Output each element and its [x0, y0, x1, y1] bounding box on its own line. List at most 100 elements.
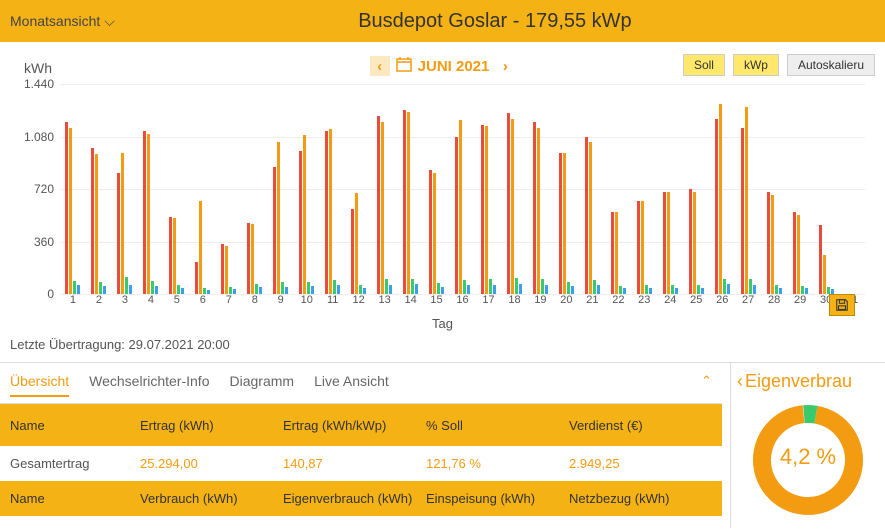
x-tick: 29: [787, 294, 813, 314]
day-group: [294, 84, 320, 294]
day-group: [242, 84, 268, 294]
day-group: [631, 84, 657, 294]
chart-container: 03607201.0801.440 1234567891011121314151…: [10, 84, 875, 314]
day-group: [398, 84, 424, 294]
x-tick: 6: [190, 294, 216, 314]
day-group: [553, 84, 579, 294]
x-tick: 22: [605, 294, 631, 314]
table1-header: Name Ertrag (kWh) Ertrag (kWh/kWp) % Sol…: [0, 404, 722, 446]
day-group: [657, 84, 683, 294]
day-group: [839, 84, 865, 294]
header-bar: Monatsansicht ⌵ Busdepot Goslar - 179,55…: [0, 0, 885, 42]
day-group: [787, 84, 813, 294]
x-tick: 19: [527, 294, 553, 314]
day-group: [501, 84, 527, 294]
day-group: [60, 84, 86, 294]
day-group: [709, 84, 735, 294]
day-group: [579, 84, 605, 294]
th-verdienst: Verdienst (€): [569, 418, 712, 433]
save-chart-button[interactable]: [829, 294, 855, 316]
autoscale-button[interactable]: Autoskalieru: [787, 54, 875, 76]
table1-row: Gesamtertrag 25.294,00 140,87 121,76 % 2…: [0, 446, 722, 481]
th2-name: Name: [10, 491, 140, 506]
x-tick: 1: [60, 294, 86, 314]
eigenverbrauch-title: ‹ Eigenverbrau: [737, 371, 879, 392]
view-label: Monatsansicht: [10, 13, 100, 29]
val-verdienst: 2.949,25: [569, 456, 712, 471]
chart-area: kWh ‹ JUNI 2021 › Soll kWp Autoskalieru …: [0, 42, 885, 333]
day-group: [112, 84, 138, 294]
table2-header: Name Verbrauch (kWh) Eigenverbrauch (kWh…: [0, 481, 722, 516]
th2-verbrauch: Verbrauch (kWh): [140, 491, 283, 506]
val-ertrag-kwp: 140,87: [283, 456, 426, 471]
tabs: Übersicht Wechselrichter-Info Diagramm L…: [0, 363, 722, 404]
tab-overview[interactable]: Übersicht: [10, 373, 69, 397]
donut-chart: 4,2 %: [748, 400, 868, 520]
x-tick: 27: [735, 294, 761, 314]
x-axis: 1234567891011121314151617181920212223242…: [60, 294, 865, 314]
chevron-left-icon[interactable]: ‹: [737, 371, 743, 392]
day-group: [424, 84, 450, 294]
day-group: [372, 84, 398, 294]
th-soll: % Soll: [426, 418, 569, 433]
day-group: [735, 84, 761, 294]
y-tick: 1.080: [24, 130, 54, 144]
th-name: Name: [10, 418, 140, 433]
next-month-button[interactable]: ›: [495, 56, 515, 76]
x-tick: 11: [320, 294, 346, 314]
bottom-area: Übersicht Wechselrichter-Info Diagramm L…: [0, 362, 885, 528]
th2-einspeisung: Einspeisung (kWh): [426, 491, 569, 506]
day-group: [476, 84, 502, 294]
x-tick: 13: [372, 294, 398, 314]
soll-button[interactable]: Soll: [683, 54, 725, 76]
tab-diagram[interactable]: Diagramm: [229, 373, 294, 397]
chart-header: kWh ‹ JUNI 2021 › Soll kWp Autoskalieru: [10, 52, 875, 80]
last-update: Letzte Übertragung: 29.07.2021 20:00: [0, 333, 885, 356]
x-tick: 15: [424, 294, 450, 314]
chart-bars: [60, 84, 865, 294]
day-group: [216, 84, 242, 294]
day-group: [320, 84, 346, 294]
th2-eigen: Eigenverbrauch (kWh): [283, 491, 426, 506]
day-group: [86, 84, 112, 294]
x-tick: 2: [86, 294, 112, 314]
val-soll: 121,76 %: [426, 456, 569, 471]
chevron-down-icon: ⌵: [104, 13, 115, 30]
day-group: [761, 84, 787, 294]
day-group: [190, 84, 216, 294]
prev-month-button[interactable]: ‹: [370, 56, 390, 76]
x-tick: 8: [242, 294, 268, 314]
row-label: Gesamtertrag: [10, 456, 140, 471]
day-group: [813, 84, 839, 294]
day-group: [527, 84, 553, 294]
day-group: [346, 84, 372, 294]
x-tick: 9: [268, 294, 294, 314]
right-panel: ‹ Eigenverbrau 4,2 %: [730, 363, 885, 528]
left-panel: Übersicht Wechselrichter-Info Diagramm L…: [0, 363, 722, 528]
collapse-button[interactable]: ⌃: [701, 373, 712, 389]
y-tick: 1.440: [24, 77, 54, 91]
chart-buttons: Soll kWp Autoskalieru: [683, 54, 875, 76]
right-title-text: Eigenverbrau: [745, 371, 852, 392]
x-tick: 17: [476, 294, 502, 314]
x-tick: 28: [761, 294, 787, 314]
day-group: [683, 84, 709, 294]
x-axis-label: Tag: [10, 316, 875, 331]
kwp-button[interactable]: kWp: [733, 54, 779, 76]
tab-live[interactable]: Live Ansicht: [314, 373, 389, 397]
tab-inverter[interactable]: Wechselrichter-Info: [89, 373, 209, 397]
x-tick: 10: [294, 294, 320, 314]
calendar-icon: [396, 56, 412, 76]
x-tick: 12: [346, 294, 372, 314]
day-group: [450, 84, 476, 294]
day-group: [138, 84, 164, 294]
x-tick: 25: [683, 294, 709, 314]
donut-percent: 4,2 %: [748, 444, 868, 470]
day-group: [268, 84, 294, 294]
x-tick: 16: [450, 294, 476, 314]
y-axis: 03607201.0801.440: [10, 84, 60, 294]
y-axis-label: kWh: [24, 60, 52, 76]
x-tick: 7: [216, 294, 242, 314]
view-selector[interactable]: Monatsansicht ⌵: [10, 13, 115, 30]
current-month[interactable]: JUNI 2021: [418, 58, 490, 75]
